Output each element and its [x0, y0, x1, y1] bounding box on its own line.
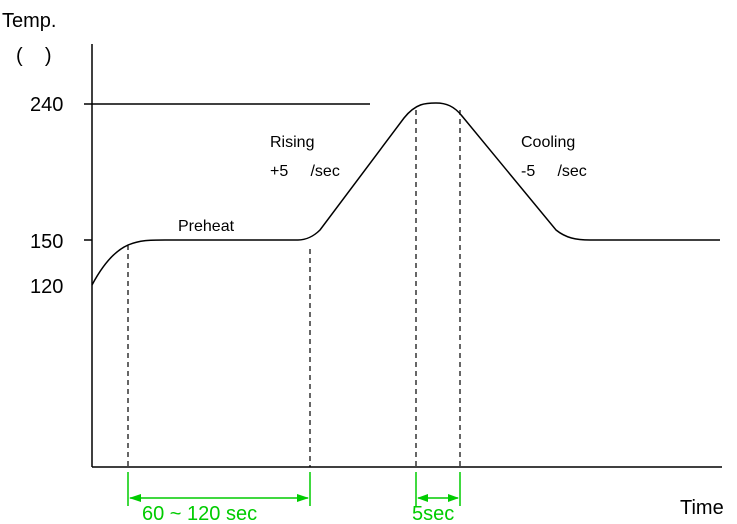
preheat-dim-arrow-right — [297, 494, 309, 502]
rising-rate: +5 /sec — [270, 163, 340, 180]
tick-label-120: 120 — [30, 276, 63, 298]
y-axis-label: Temp. — [2, 10, 56, 32]
tick-label-240: 240 — [30, 94, 63, 116]
preheat-dim-arrow-left — [129, 494, 141, 502]
y-axis-unit: ( ) — [16, 45, 52, 67]
rising-title: Rising — [270, 134, 314, 151]
peak-dim-arrow-left — [417, 494, 428, 502]
peak-time-label: 5sec — [412, 503, 454, 524]
preheat-time-label: 60 ~ 120 sec — [142, 503, 257, 524]
peak-dim-arrow-right — [448, 494, 459, 502]
preheat-label: Preheat — [178, 218, 235, 235]
temperature-profile-curve — [91, 102, 720, 286]
cooling-rate: -5 /sec — [521, 163, 587, 180]
cooling-title: Cooling — [521, 134, 575, 151]
preheat-dimension — [127, 472, 311, 506]
x-axis-label: Time — [680, 497, 724, 519]
peak-dimension — [415, 472, 461, 506]
tick-label-150: 150 — [30, 231, 63, 253]
